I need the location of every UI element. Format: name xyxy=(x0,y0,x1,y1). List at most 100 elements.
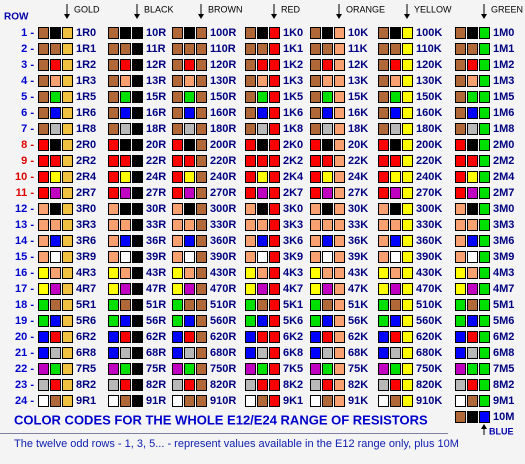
color-band xyxy=(378,43,389,55)
color-band xyxy=(38,219,49,231)
color-band xyxy=(310,235,321,247)
color-band xyxy=(310,171,321,183)
color-band xyxy=(196,299,207,311)
resistor-value: 2K2 xyxy=(283,155,303,167)
resistor-value: 3M6 xyxy=(493,235,514,247)
row-label: 13 - xyxy=(15,219,34,231)
color-band xyxy=(322,171,333,183)
color-band xyxy=(172,59,183,71)
color-band xyxy=(38,363,49,375)
color-band xyxy=(132,379,143,391)
color-band xyxy=(479,123,490,135)
color-band xyxy=(172,27,183,39)
resistor-value: 6K8 xyxy=(283,347,303,359)
color-band xyxy=(310,395,321,407)
color-band xyxy=(455,107,466,119)
resistor-value: 6M2 xyxy=(493,331,514,343)
resistor-value: 8M2 xyxy=(493,379,514,391)
color-band xyxy=(172,187,183,199)
color-band xyxy=(479,379,490,391)
color-band xyxy=(108,59,119,71)
color-band xyxy=(245,379,256,391)
color-band xyxy=(38,251,49,263)
color-band xyxy=(38,91,49,103)
resistor-value: 1K6 xyxy=(283,107,303,119)
resistor-value: 4R7 xyxy=(76,283,96,295)
color-band xyxy=(402,139,413,151)
color-band xyxy=(120,59,131,71)
color-band xyxy=(269,75,280,87)
color-band xyxy=(108,187,119,199)
color-band xyxy=(245,107,256,119)
color-band xyxy=(334,347,345,359)
color-band xyxy=(132,347,143,359)
color-band xyxy=(245,203,256,215)
color-band xyxy=(172,91,183,103)
color-band xyxy=(245,187,256,199)
color-band xyxy=(257,43,268,55)
color-band xyxy=(132,59,143,71)
color-band xyxy=(245,267,256,279)
color-band xyxy=(390,379,401,391)
color-band xyxy=(467,43,478,55)
color-band xyxy=(184,395,195,407)
color-band xyxy=(132,331,143,343)
color-band xyxy=(184,347,195,359)
color-band xyxy=(108,251,119,263)
color-band xyxy=(269,363,280,375)
color-band xyxy=(108,155,119,167)
column-header: BLACK xyxy=(144,4,174,14)
color-band xyxy=(455,219,466,231)
resistor-value: 43K xyxy=(348,267,368,279)
color-band xyxy=(172,283,183,295)
note-arrow xyxy=(481,424,487,435)
color-band xyxy=(334,219,345,231)
resistor-value: 27R xyxy=(146,187,166,199)
color-band xyxy=(50,43,61,55)
color-band xyxy=(322,155,333,167)
color-band xyxy=(455,139,466,151)
resistor-value: 510K xyxy=(416,299,442,311)
color-band xyxy=(50,219,61,231)
color-band xyxy=(196,363,207,375)
color-band xyxy=(322,139,333,151)
header-arrow-head xyxy=(336,14,342,19)
color-band xyxy=(467,347,478,359)
row-label: 21 - xyxy=(15,347,34,359)
color-band xyxy=(257,107,268,119)
resistor-value: 1R1 xyxy=(76,43,96,55)
color-band xyxy=(390,123,401,135)
resistor-value: 56K xyxy=(348,315,368,327)
color-band xyxy=(310,139,321,151)
color-band xyxy=(310,363,321,375)
resistor-value: 7K5 xyxy=(283,363,303,375)
color-band xyxy=(132,203,143,215)
color-band xyxy=(378,123,389,135)
color-band xyxy=(269,203,280,215)
resistor-value: 3K6 xyxy=(283,235,303,247)
resistor-value: 160K xyxy=(416,107,442,119)
resistor-value: 4K3 xyxy=(283,267,303,279)
color-band xyxy=(402,91,413,103)
color-band xyxy=(390,267,401,279)
resistor-value: 2M2 xyxy=(493,155,514,167)
color-band xyxy=(120,139,131,151)
color-band xyxy=(196,283,207,295)
color-band xyxy=(172,347,183,359)
resistor-value: 130K xyxy=(416,75,442,87)
resistor-value: 82K xyxy=(348,379,368,391)
color-band xyxy=(402,395,413,407)
column-header: GREEN xyxy=(491,4,523,14)
row-label: 8 - xyxy=(21,139,34,151)
color-band xyxy=(184,299,195,311)
color-band xyxy=(120,171,131,183)
color-band xyxy=(50,187,61,199)
color-band xyxy=(310,299,321,311)
resistor-value: 160R xyxy=(210,107,236,119)
color-band xyxy=(196,267,207,279)
color-band xyxy=(62,27,73,39)
color-band xyxy=(62,315,73,327)
color-band xyxy=(184,107,195,119)
color-band xyxy=(50,171,61,183)
